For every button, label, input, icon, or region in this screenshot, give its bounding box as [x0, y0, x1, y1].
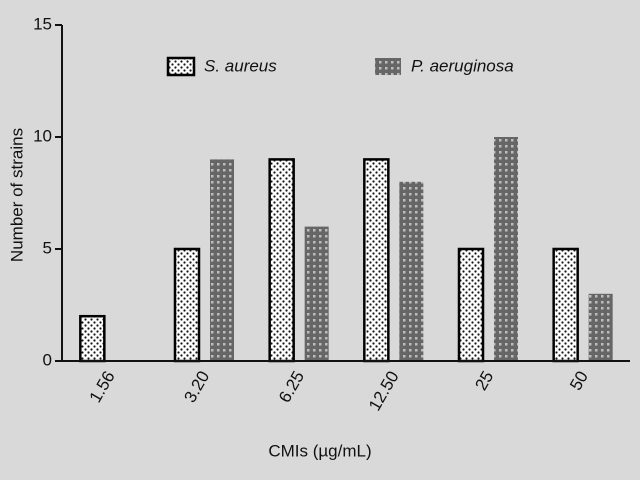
x-tick-label: 25 [471, 368, 497, 394]
y-axis-label: Number of strains [7, 128, 26, 262]
legend-label: P. aeruginosa [411, 56, 514, 75]
x-tick-label: 50 [566, 368, 592, 394]
bar [588, 293, 613, 361]
bar [363, 158, 390, 363]
x-tick-label: 12.50 [365, 368, 403, 414]
y-tick-label: 10 [33, 126, 52, 145]
bar [210, 159, 234, 361]
legend-swatch [375, 58, 401, 75]
x-axis-label: CMIs (µg/mL) [268, 441, 371, 460]
bar [552, 247, 579, 363]
bar [304, 226, 329, 361]
legend-label: S. aureus [204, 56, 277, 75]
bar [79, 314, 106, 363]
bar [457, 247, 485, 363]
y-tick-label: 0 [43, 350, 52, 369]
y-tick-label: 5 [43, 238, 52, 257]
bar [494, 137, 518, 361]
y-tick-label: 15 [33, 14, 52, 33]
x-tick-label: 3.20 [180, 368, 213, 406]
bar [173, 247, 201, 363]
bar [268, 158, 295, 363]
bar [399, 181, 424, 361]
legend-swatch [166, 56, 196, 77]
x-tick-label: 6.25 [275, 368, 308, 406]
x-tick-label: 1.56 [86, 368, 119, 406]
